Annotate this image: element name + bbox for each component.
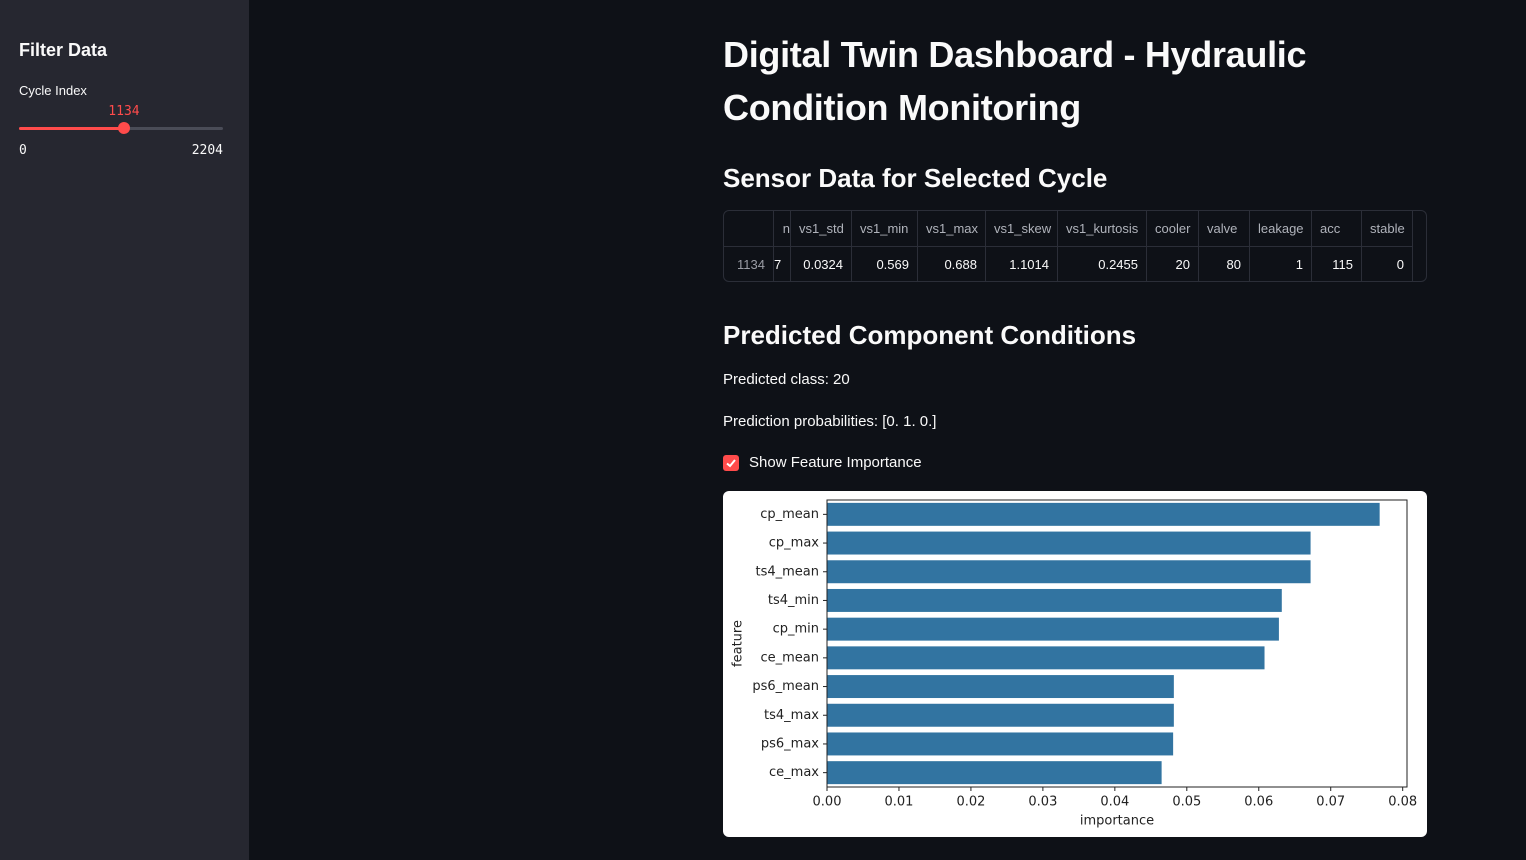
y-tick-label: ce_mean <box>760 650 819 665</box>
table-cell: 0.688 <box>918 247 986 281</box>
data-table[interactable]: 1134 n 7 vs1_std 0.0324 vs1_min 0.569 vs1_max 0.… <box>723 210 1427 282</box>
column-header: leakage <box>1250 211 1312 247</box>
column-header: stable <box>1362 211 1413 247</box>
slider-label: Cycle Index <box>19 83 87 98</box>
table-cell: 7 <box>774 247 791 281</box>
column-header: vs1_min <box>852 211 918 247</box>
bar <box>827 675 1174 699</box>
page-title: Digital Twin Dashboard - Hydraulic Condi… <box>723 34 1307 128</box>
column-header: vs1_skew <box>986 211 1058 247</box>
row-index: 1134 <box>724 247 774 281</box>
y-tick-label: ps6_mean <box>752 679 819 694</box>
table-cell: 1 <box>1250 247 1312 281</box>
y-tick-label: cp_max <box>769 536 820 551</box>
x-axis-label: importance <box>1080 814 1154 829</box>
y-tick-label: ts4_mean <box>755 564 819 579</box>
checkbox[interactable] <box>723 455 739 471</box>
feature-importance-chart: cp_mean cp_max ts4_mean ts4_min cp_min ce_mea… <box>723 491 1427 837</box>
probabilities: Prediction probabilities: [0. 1. 0.] <box>723 413 937 430</box>
check-icon <box>726 459 736 468</box>
column-header: valve <box>1199 211 1250 247</box>
bar <box>827 502 1380 526</box>
sidebar-title: Filter Data <box>19 40 108 60</box>
column-header: acc <box>1312 211 1362 247</box>
bar <box>827 761 1162 785</box>
bar <box>827 588 1282 612</box>
sidebar: Filter Data Cycle Index 1134 0 2204 <box>0 0 249 860</box>
axes-frame <box>826 499 1408 788</box>
y-tick-label: ts4_max <box>764 708 819 723</box>
slider-thumb[interactable] <box>117 122 130 134</box>
slider-value: 1134 <box>108 104 140 119</box>
x-tick-label: 0.02 <box>956 795 985 810</box>
table-cell: 115 <box>1312 247 1362 281</box>
y-tick-label: ps6_max <box>761 736 819 751</box>
y-tick-label: ts4_min <box>768 593 819 608</box>
y-tick-label: ce_max <box>769 765 819 780</box>
x-tick-label: 0.00 <box>813 795 842 810</box>
x-tick-label: 0.08 <box>1388 795 1417 810</box>
table-cell: 0.2455 <box>1058 247 1147 281</box>
column-header: vs1_max <box>918 211 986 247</box>
table-cell: 1.1014 <box>986 247 1058 281</box>
column-header: vs1_kurtosis <box>1058 211 1147 247</box>
table-cell: 20 <box>1147 247 1199 281</box>
slider[interactable]: 1134 0 2204 <box>19 100 223 160</box>
bar <box>827 646 1265 670</box>
column-header: cooler <box>1147 211 1199 247</box>
section-title: Predicted Component Conditions <box>723 320 1137 350</box>
bar <box>827 531 1311 555</box>
y-tick-label: cp_min <box>773 622 819 637</box>
table-cell: 0 <box>1362 247 1413 281</box>
x-tick-label: 0.05 <box>1172 795 1201 810</box>
bar <box>827 617 1279 641</box>
section-title: Sensor Data for Selected Cycle <box>723 163 1108 193</box>
predicted-class: Predicted class: 20 <box>723 371 850 388</box>
x-tick-label: 0.03 <box>1028 795 1057 810</box>
column-header: n <box>774 211 791 247</box>
header-cell <box>724 211 774 247</box>
x-tick-label: 0.04 <box>1100 795 1129 810</box>
table-cell: 80 <box>1199 247 1250 281</box>
table-cell: 0.569 <box>852 247 918 281</box>
x-tick-label: 0.01 <box>884 795 913 810</box>
bar <box>827 560 1311 584</box>
slider-max: 2204 <box>191 143 223 158</box>
bar <box>827 732 1174 756</box>
table-cell: 0.0324 <box>791 247 852 281</box>
slider-fill <box>19 127 124 130</box>
x-tick-label: 0.06 <box>1244 795 1273 810</box>
bar <box>827 703 1174 727</box>
checkbox-label[interactable]: Show Feature Importance <box>749 454 922 471</box>
column-header: vs1_std <box>791 211 852 247</box>
x-tick-label: 0.07 <box>1316 795 1345 810</box>
y-axis-label: feature <box>731 620 746 667</box>
y-tick-label: cp_mean <box>760 507 819 522</box>
slider-min: 0 <box>19 143 27 158</box>
